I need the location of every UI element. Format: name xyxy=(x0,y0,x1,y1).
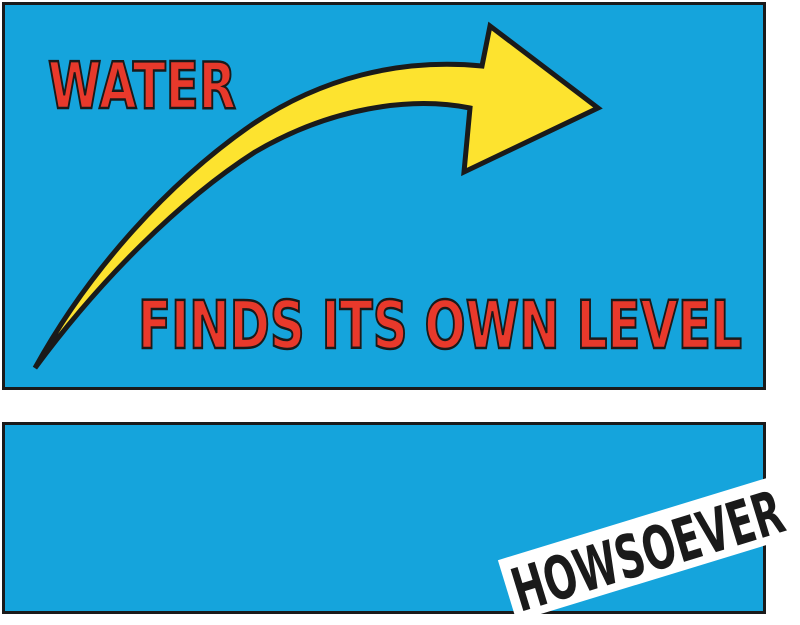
curved-arrow-icon xyxy=(32,21,603,370)
howsoever-backing xyxy=(497,474,796,622)
top-panel xyxy=(2,2,766,390)
howsoever-group: HOWSOEVER xyxy=(497,474,796,625)
phrase-finds-its-own-level: FINDS ITS OWN LEVEL xyxy=(138,287,742,364)
word-howsoever: HOWSOEVER xyxy=(504,478,792,625)
word-water: WATER xyxy=(48,50,236,124)
